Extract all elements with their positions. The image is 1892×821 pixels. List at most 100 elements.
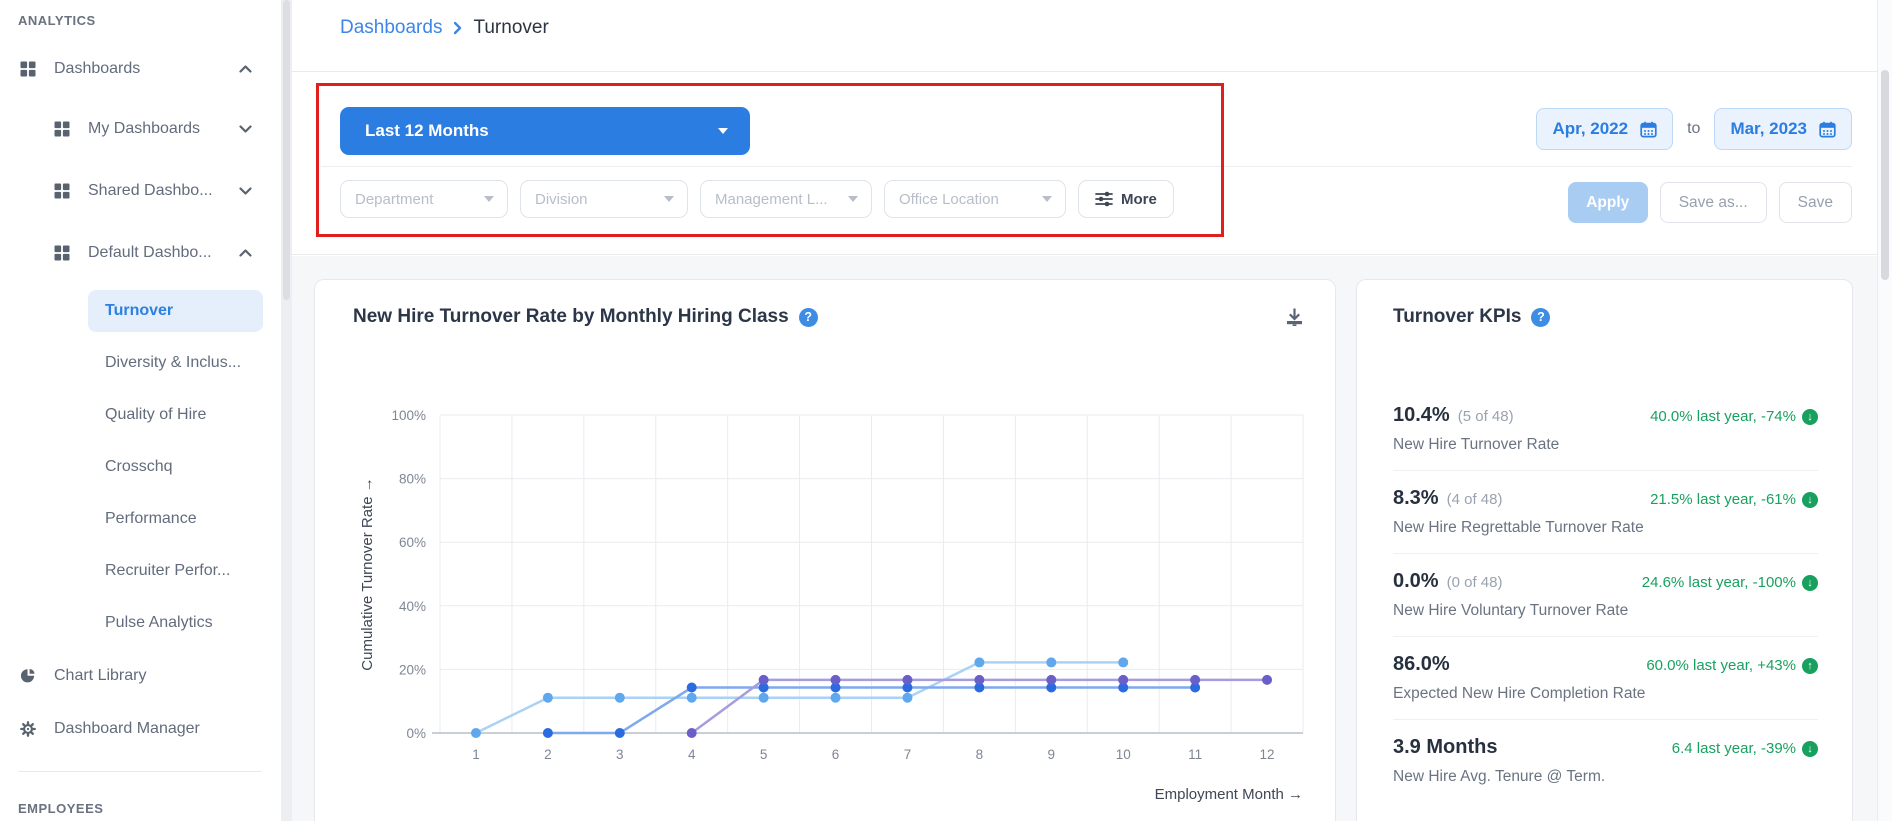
kpi-trend: 60.0% last year, +43% ↑ — [1646, 657, 1818, 674]
filter-bar: Last 12 Months Apr, 2022 to Mar, 2023 De… — [292, 72, 1892, 255]
trend-arrow-icon: ↑ — [1802, 657, 1818, 674]
sidebar-item-dashboards[interactable]: Dashboards — [0, 40, 280, 98]
chevron-down-icon — [718, 128, 728, 134]
sidebar-item-chart-library[interactable]: Chart Library — [0, 649, 280, 702]
sidebar-section-employees: EMPLOYEES — [18, 801, 104, 816]
kpi-value: 0.0% — [1393, 570, 1439, 592]
svg-text:4: 4 — [688, 747, 696, 762]
trend-arrow-icon: ↓ — [1802, 574, 1818, 591]
trend-arrow-icon: ↓ — [1802, 740, 1818, 757]
more-filters-button[interactable]: More — [1078, 180, 1174, 218]
kpi-label: New Hire Voluntary Turnover Rate — [1393, 602, 1629, 619]
kpi-sub-count: (4 of 48) — [1446, 491, 1503, 508]
gear-icon — [20, 720, 36, 738]
turnover-line-chart: 0%20%40%60%80%100%1 2 3 4 5 6 7 8 9 10 11 12Employm… — [359, 408, 1304, 803]
sidebar-scrollbar-thumb[interactable] — [283, 0, 290, 300]
filter-dropdown-row: Department Division Management L... Offi… — [340, 180, 1174, 218]
svg-text:60%: 60% — [399, 535, 426, 550]
svg-text:20%: 20% — [399, 662, 426, 677]
kpi-item: 3.9 Months 6.4 last year, -39% ↓ New Hire A… — [1393, 719, 1818, 802]
chevron-down-icon — [664, 196, 674, 202]
kpi-label: Expected New Hire Completion Rate — [1393, 685, 1646, 702]
svg-text:12: 12 — [1260, 747, 1275, 762]
kpi-trend: 24.6% last year, -100% ↓ — [1642, 574, 1818, 591]
grid-icon — [54, 245, 70, 261]
kpi-trend: 21.5% last year, -61% ↓ — [1650, 491, 1818, 508]
sidebar-item-turnover[interactable]: Turnover — [0, 284, 280, 337]
svg-text:11: 11 — [1188, 747, 1202, 762]
page-scrollbar-track[interactable] — [1877, 0, 1892, 821]
sidebar-item-crosschq[interactable]: Crosschq — [105, 458, 173, 475]
svg-text:6: 6 — [832, 747, 840, 762]
turnover-chart-card: New Hire Turnover Rate by Monthly Hiring… — [314, 279, 1336, 821]
kpi-value: 10.4% — [1393, 404, 1450, 426]
svg-text:Employment Month →: Employment Month → — [1155, 786, 1303, 803]
sidebar: ANALYTICS Dashboards My Dashboards Share… — [0, 0, 280, 821]
svg-text:9: 9 — [1048, 747, 1056, 762]
save-as-button[interactable]: Save as... — [1659, 182, 1767, 223]
kpi-label: New Hire Turnover Rate — [1393, 436, 1560, 453]
chart-title: New Hire Turnover Rate by Monthly Hiring… — [353, 306, 789, 327]
sliders-icon — [1095, 191, 1113, 207]
kpi-sub-count: (0 of 48) — [1446, 574, 1503, 591]
sidebar-item-dashboard-manager[interactable]: Dashboard Manager — [0, 702, 280, 755]
kpi-label: New Hire Regrettable Turnover Rate — [1393, 519, 1644, 536]
dashboard-content: New Hire Turnover Rate by Monthly Hiring… — [292, 256, 1892, 821]
division-filter[interactable]: Division — [520, 180, 688, 218]
sidebar-item-my-dashboards[interactable]: My Dashboards — [0, 98, 280, 160]
svg-text:0%: 0% — [406, 726, 426, 741]
kpi-panel-title: Turnover KPIs — [1393, 306, 1522, 327]
kpi-item: 86.0% 60.0% last year, +43% ↑ Expected New … — [1393, 636, 1818, 719]
calendar-icon — [1640, 121, 1657, 138]
svg-text:1: 1 — [472, 747, 480, 762]
sidebar-item-performance[interactable]: Performance — [105, 510, 197, 527]
sidebar-item-quality-of-hire[interactable]: Quality of Hire — [105, 406, 207, 423]
date-from-picker[interactable]: Apr, 2022 — [1536, 108, 1674, 150]
chevron-right-icon — [453, 21, 462, 35]
sidebar-item-diversity-inclusion[interactable]: Diversity & Inclus... — [105, 354, 242, 371]
sidebar-divider — [18, 771, 262, 772]
help-icon[interactable]: ? — [1531, 307, 1551, 327]
sidebar-scrollbar-track[interactable] — [281, 0, 292, 821]
kpi-item: 8.3% (4 of 48) 21.5% last year, -61% ↓ New H… — [1393, 470, 1818, 553]
chevron-up-icon — [239, 249, 252, 257]
kpi-trend: 6.4 last year, -39% ↓ — [1672, 740, 1818, 757]
svg-text:100%: 100% — [391, 408, 426, 423]
filter-divider — [321, 166, 1852, 167]
save-button[interactable]: Save — [1778, 182, 1852, 223]
help-icon[interactable]: ? — [798, 307, 818, 327]
chevron-down-icon — [484, 196, 494, 202]
kpi-sub-count: (5 of 48) — [1457, 408, 1514, 425]
svg-text:Cumulative Turnover Rate →: Cumulative Turnover Rate → — [359, 477, 376, 670]
kpi-label: New Hire Avg. Tenure @ Term. — [1393, 768, 1606, 785]
apply-button[interactable]: Apply — [1567, 182, 1648, 223]
date-range-to-label: to — [1687, 120, 1701, 137]
chevron-up-icon — [239, 65, 252, 73]
date-to-picker[interactable]: Mar, 2023 — [1714, 108, 1852, 150]
calendar-icon — [1819, 121, 1836, 138]
trend-arrow-icon: ↓ — [1802, 408, 1818, 425]
download-icon[interactable] — [1284, 307, 1305, 327]
svg-text:5: 5 — [760, 747, 768, 762]
kpi-value: 3.9 Months — [1393, 736, 1498, 758]
management-level-filter[interactable]: Management L... — [700, 180, 872, 218]
breadcrumb: Dashboards Turnover — [340, 17, 549, 39]
sidebar-item-default-dashboards[interactable]: Default Dashbo... — [0, 222, 280, 284]
time-range-dropdown[interactable]: Last 12 Months — [340, 107, 750, 155]
sidebar-item-pulse-analytics[interactable]: Pulse Analytics — [105, 614, 213, 631]
breadcrumb-current: Turnover — [473, 17, 549, 38]
department-filter[interactable]: Department — [340, 180, 508, 218]
kpi-list: 10.4% (5 of 48) 40.0% last year, -74% ↓ New … — [1393, 388, 1818, 802]
chevron-down-icon — [1042, 196, 1052, 202]
breadcrumb-link-dashboards[interactable]: Dashboards — [340, 17, 443, 38]
svg-text:40%: 40% — [399, 599, 426, 614]
page-scrollbar-thumb[interactable] — [1881, 70, 1889, 280]
svg-text:3: 3 — [616, 747, 624, 762]
sidebar-item-recruiter-performance[interactable]: Recruiter Perfor... — [105, 562, 231, 579]
office-location-filter[interactable]: Office Location — [884, 180, 1066, 218]
sidebar-item-shared-dashboards[interactable]: Shared Dashbo... — [0, 160, 280, 222]
action-buttons: Apply Save as... Save — [1567, 182, 1852, 223]
turnover-kpis-card: Turnover KPIs ? 10.4% (5 of 48) 40.0% last… — [1356, 279, 1853, 821]
date-range: Apr, 2022 to Mar, 2023 — [1536, 108, 1852, 150]
chevron-down-icon — [239, 125, 252, 133]
